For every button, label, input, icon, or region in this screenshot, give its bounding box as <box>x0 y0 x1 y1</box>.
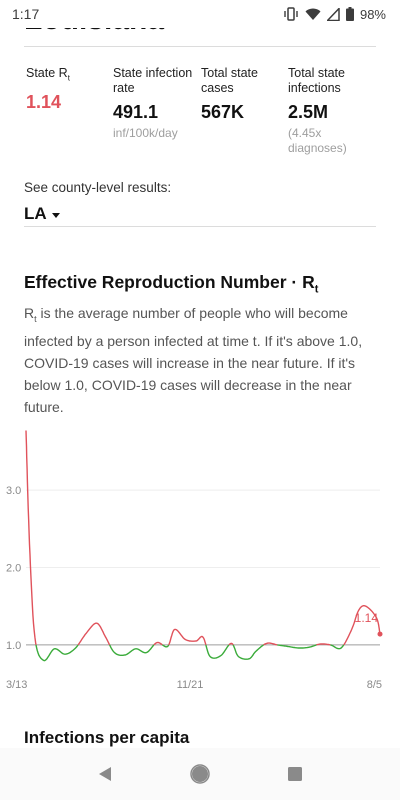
navigation-bar <box>0 748 400 800</box>
x-tick-label: 8/5 <box>367 679 382 691</box>
battery-icon <box>345 7 354 21</box>
county-selected: LA <box>24 204 47 223</box>
stat-label: State infection rate <box>113 66 193 95</box>
stat-value: 491.1 <box>113 102 159 122</box>
rt-chart: 3.0 2.0 1.0 1.14 3/13 11/21 8/5 <box>6 430 383 691</box>
title-clip: Louisiana <box>0 28 400 48</box>
rt-line-below <box>232 644 264 660</box>
stat-state-rt: State Rt 1.14 <box>26 66 106 113</box>
last-point-marker <box>377 631 383 637</box>
stat-note: (4.45x diagnoses) <box>288 126 347 155</box>
rt-section-description: Rt is the average number of people who w… <box>24 305 363 415</box>
stat-value: 2.5M <box>288 102 329 122</box>
state-selector[interactable]: Louisiana <box>24 28 182 40</box>
y-tick-label: 1.0 <box>6 640 21 652</box>
rt-line-below <box>161 644 170 648</box>
state-selector-underline <box>24 46 376 47</box>
stat-label: Total state infections <box>288 66 345 95</box>
county-selector-underline <box>24 226 376 227</box>
infections-per-capita-title: Infections per capita <box>24 728 190 747</box>
stat-label: State Rt <box>26 66 70 83</box>
y-tick-label: 2.0 <box>6 562 21 574</box>
caret-down-icon <box>51 212 60 218</box>
x-tick-label: 11/21 <box>177 679 204 691</box>
stat-total-cases: Total state cases 567K <box>201 66 281 123</box>
state-title: Louisiana <box>24 28 164 40</box>
rt-line-above <box>77 622 111 646</box>
rt-line-above <box>343 605 381 646</box>
rt-line-below <box>330 644 345 650</box>
rt-line-below <box>205 644 230 659</box>
rt-line-above <box>316 643 331 646</box>
rt-line-above <box>153 641 163 646</box>
back-button[interactable] <box>90 759 120 789</box>
stat-total-infections: Total state infections 2.5M (4.45x diagn… <box>288 66 378 156</box>
stat-value: 1.14 <box>26 91 62 112</box>
recents-button[interactable] <box>280 759 310 789</box>
rt-line-above <box>168 628 207 646</box>
county-selector[interactable]: LA <box>24 204 60 224</box>
recents-icon <box>287 767 302 781</box>
status-time: 1:17 <box>12 6 40 22</box>
stat-note: inf/100k/day <box>113 126 178 140</box>
rt-line-below <box>35 644 79 662</box>
home-button[interactable] <box>185 759 215 789</box>
rt-section-title: Effective Reproduction Number · Rt <box>24 272 319 296</box>
back-icon <box>99 767 112 781</box>
rt-line-above <box>25 430 37 646</box>
wifi-icon <box>305 8 321 20</box>
rt-line-below <box>277 644 317 649</box>
rt-line-above <box>228 642 234 646</box>
stat-label: Total state cases <box>201 66 258 95</box>
last-value-label: 1.14 <box>355 611 379 625</box>
home-icon <box>190 764 210 784</box>
rt-line-above <box>263 642 278 646</box>
county-label: See county-level results: <box>24 180 172 195</box>
y-tick-label: 3.0 <box>6 485 21 497</box>
signal-icon <box>326 7 340 21</box>
stat-infection-rate: State infection rate 491.1 inf/100k/day <box>113 66 197 141</box>
status-bar: 1:17 98% <box>0 0 400 28</box>
x-tick-label: 3/13 <box>6 679 27 691</box>
vibrate-icon <box>284 7 298 21</box>
status-icons: 98% <box>283 7 386 22</box>
stat-value: 567K <box>201 102 245 122</box>
battery-percent: 98% <box>359 6 386 22</box>
rt-line-below <box>108 644 155 656</box>
